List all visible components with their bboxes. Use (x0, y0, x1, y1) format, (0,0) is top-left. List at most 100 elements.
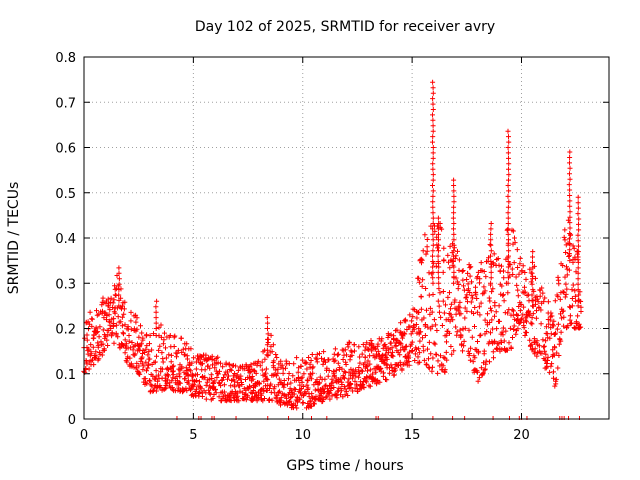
data-point (281, 382, 287, 388)
data-point (462, 325, 468, 331)
data-point (378, 338, 384, 344)
data-point (137, 344, 143, 350)
data-point (487, 298, 493, 304)
data-point (402, 331, 408, 337)
data-point (574, 321, 580, 327)
data-point (462, 305, 468, 311)
data-point (556, 281, 562, 287)
data-point (430, 134, 436, 140)
data-point (555, 321, 561, 327)
data-point (312, 401, 317, 407)
data-point (430, 269, 436, 275)
data-point (210, 396, 216, 401)
data-point (310, 370, 316, 376)
data-point (84, 337, 90, 343)
data-point (423, 286, 429, 291)
data-point (162, 330, 167, 336)
data-point (576, 227, 582, 233)
data-point (357, 354, 363, 360)
data-point (89, 316, 95, 322)
data-point (419, 283, 425, 289)
data-point (488, 226, 494, 232)
data-point (501, 275, 507, 281)
data-point (299, 357, 305, 363)
data-point (399, 366, 405, 372)
data-point (472, 305, 478, 310)
data-point (388, 362, 394, 368)
data-point (529, 315, 535, 321)
data-point (457, 299, 463, 305)
data-point (142, 350, 148, 355)
data-point (215, 354, 221, 360)
data-point (413, 322, 419, 327)
data-point (548, 331, 554, 337)
data-point (496, 262, 502, 268)
data-point (433, 351, 439, 357)
data-point (197, 379, 202, 385)
data-point (292, 387, 298, 392)
data-point (478, 260, 484, 266)
data-point (541, 343, 547, 349)
data-point (234, 372, 240, 378)
data-point (447, 330, 452, 336)
data-point (511, 260, 517, 266)
data-point (477, 312, 483, 318)
data-point (567, 187, 573, 193)
data-point (116, 265, 122, 271)
data-point (134, 326, 140, 332)
data-point (451, 221, 457, 226)
data-point (455, 308, 461, 314)
data-point (314, 377, 320, 383)
data-point (534, 338, 540, 344)
data-point (505, 269, 511, 275)
data-point (329, 376, 335, 382)
data-point (447, 318, 453, 324)
data-point (138, 323, 143, 329)
data-point (451, 199, 457, 205)
data-point (430, 210, 436, 216)
data-point (424, 248, 430, 254)
data-point (360, 342, 366, 347)
data-point (93, 349, 99, 355)
data-point (151, 331, 156, 337)
data-point (457, 305, 463, 311)
data-point (566, 182, 572, 188)
data-point (551, 352, 557, 358)
data-point (430, 280, 436, 286)
data-point (442, 367, 448, 373)
data-point (145, 365, 151, 371)
data-point (509, 266, 515, 272)
data-point (154, 298, 160, 304)
data-point (530, 311, 536, 317)
data-point (232, 384, 238, 390)
data-point (448, 312, 454, 318)
data-point (482, 288, 488, 294)
data-point (515, 293, 521, 299)
data-point (433, 322, 439, 328)
data-point (104, 337, 110, 343)
data-point (576, 292, 582, 298)
data-point (430, 188, 436, 194)
data-point (489, 289, 495, 295)
data-point (505, 259, 511, 264)
data-point (460, 268, 466, 273)
data-point (362, 347, 368, 353)
data-point (122, 299, 128, 305)
data-point (172, 333, 178, 339)
data-point (169, 378, 175, 384)
data-point (388, 332, 394, 338)
data-point (331, 358, 337, 364)
data-point (137, 371, 143, 377)
data-point (347, 340, 353, 346)
data-point (179, 349, 185, 355)
chart-title: Day 102 of 2025, SRMTID for receiver avr… (195, 19, 495, 35)
data-point (548, 363, 554, 369)
data-point (228, 383, 234, 389)
data-point (174, 354, 179, 360)
data-point (435, 226, 441, 232)
data-point (123, 341, 129, 347)
data-point (356, 365, 362, 370)
data-point (424, 307, 429, 313)
data-point (331, 368, 337, 374)
data-point (536, 343, 542, 349)
